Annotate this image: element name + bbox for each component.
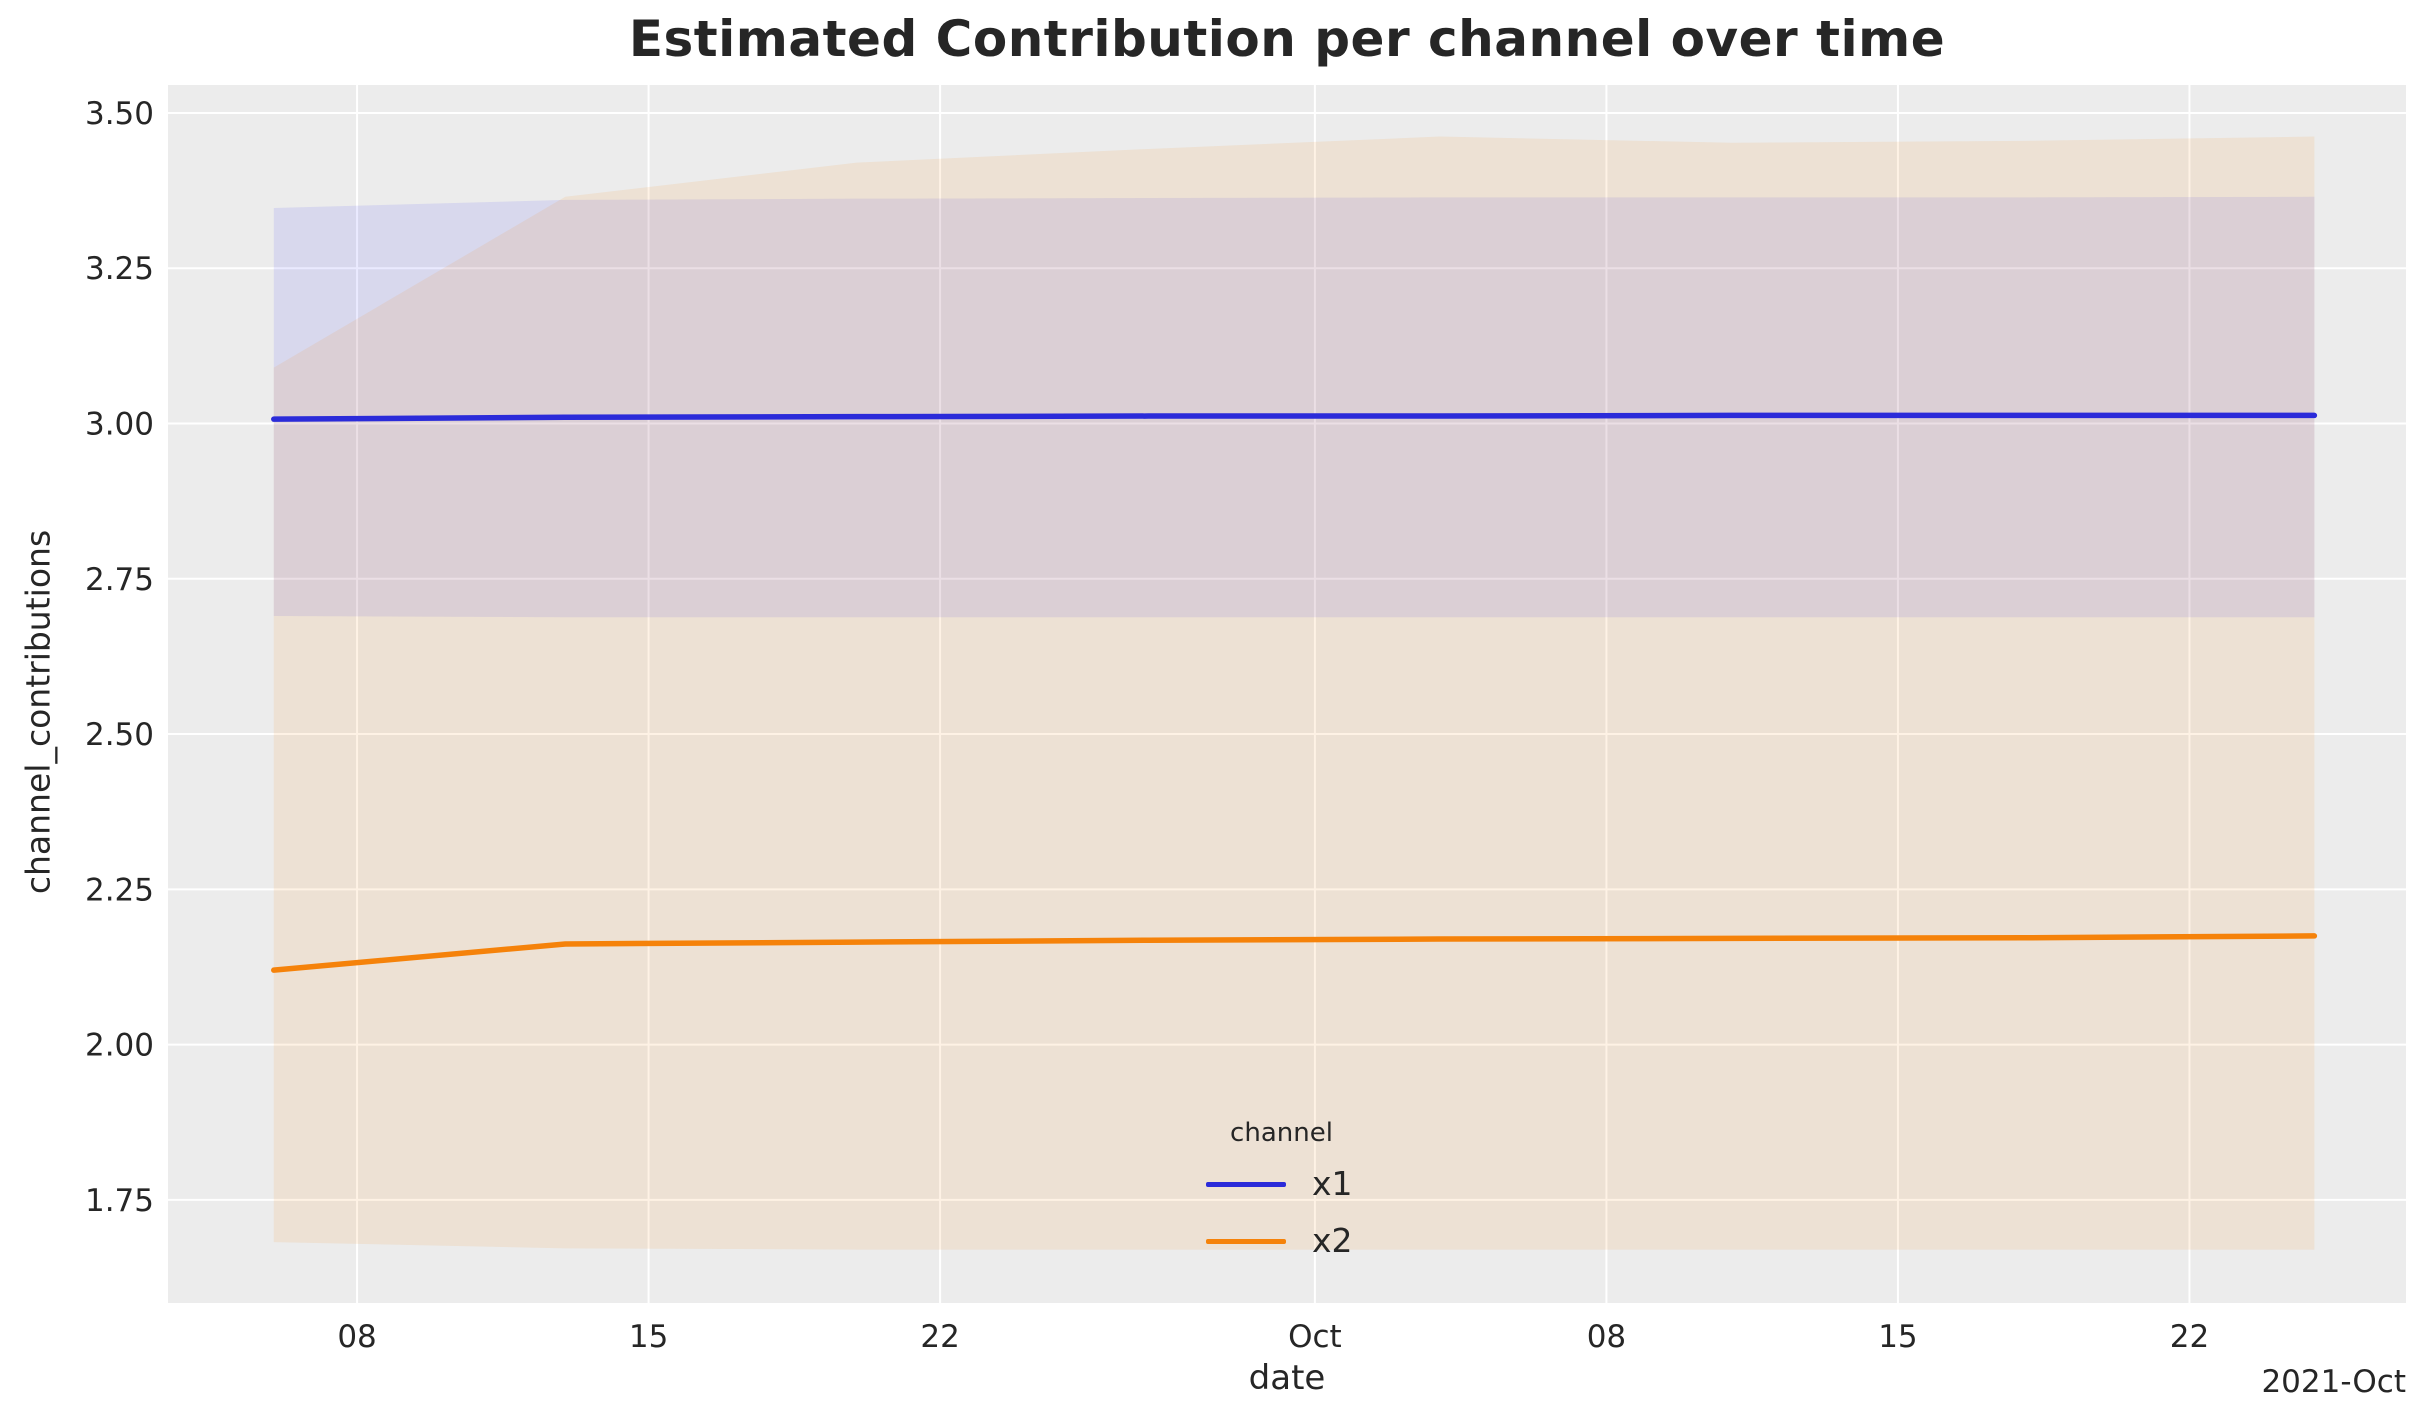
legend-swatch-x2 <box>1206 1238 1286 1244</box>
x-tick-label: 08 <box>1587 1319 1626 1355</box>
legend-entry-x2: x2 <box>1206 1220 1357 1262</box>
legend-label-x1: x1 <box>1312 1164 1353 1203</box>
plot-area <box>168 85 2406 1303</box>
band-x2 <box>273 136 2315 1250</box>
x-axis-offset-label: 2021-Oct <box>2261 1364 2406 1400</box>
line-x1 <box>271 412 2318 422</box>
y-axis-label: channel_contributions <box>18 529 58 895</box>
y-tick-label: 3.50 <box>85 96 154 132</box>
x-tick-label: 22 <box>2170 1319 2209 1355</box>
legend-label-x2: x2 <box>1312 1221 1353 1260</box>
x-tick-label: 22 <box>920 1319 959 1355</box>
chart-title: Estimated Contribution per channel over … <box>628 10 1946 68</box>
legend-swatch-x1 <box>1206 1181 1286 1187</box>
y-tick-label: 3.00 <box>85 407 154 443</box>
legend: channel x1 x2 <box>1206 1118 1357 1262</box>
x-axis-label: date <box>1248 1358 1326 1398</box>
y-tick-label: 2.25 <box>85 872 154 908</box>
legend-title: channel <box>1230 1118 1333 1148</box>
band-x1 <box>273 196 2315 618</box>
y-tick-label: 1.75 <box>85 1183 154 1219</box>
x-tick-label: 15 <box>1878 1319 1917 1355</box>
x-tick-label: 15 <box>629 1319 668 1355</box>
line-x2 <box>271 933 2318 973</box>
y-tick-label: 2.75 <box>85 562 154 598</box>
legend-entry-x1: x1 <box>1206 1163 1357 1205</box>
x-tick-label: Oct <box>1288 1319 1342 1355</box>
y-tick-label: 2.50 <box>85 717 154 753</box>
y-tick-label: 2.00 <box>85 1028 154 1064</box>
x-tick-label: 08 <box>337 1319 376 1355</box>
y-tick-label: 3.25 <box>85 251 154 287</box>
